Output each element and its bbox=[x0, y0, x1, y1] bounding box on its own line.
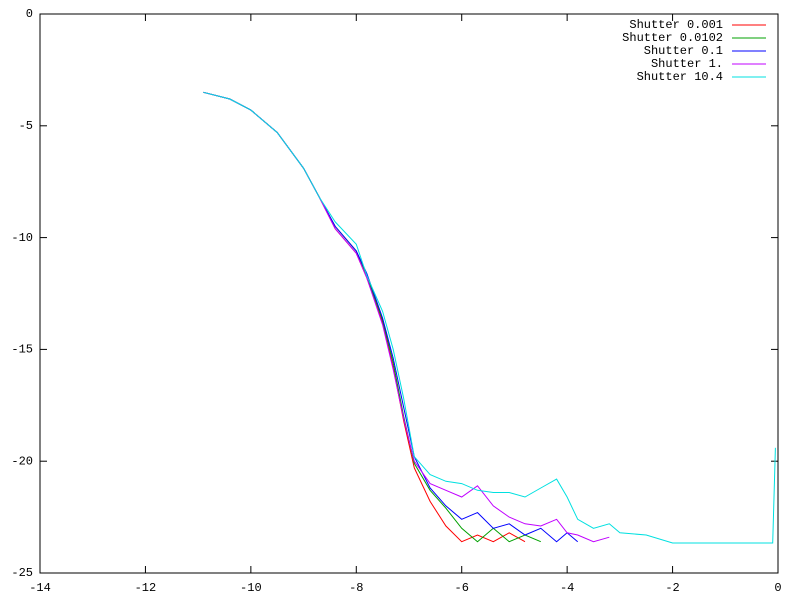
legend-label: Shutter 1. bbox=[651, 57, 723, 71]
x-tick-label: -12 bbox=[135, 581, 157, 595]
x-tick-label: -8 bbox=[349, 581, 363, 595]
y-tick-label: -25 bbox=[11, 566, 33, 580]
plot-frame bbox=[39, 13, 779, 574]
series-line bbox=[203, 91, 541, 543]
y-tick-label: -15 bbox=[11, 343, 33, 357]
x-tick-label: -2 bbox=[665, 581, 679, 595]
legend-label: Shutter 0.001 bbox=[629, 18, 723, 32]
x-tick-label: -6 bbox=[455, 581, 469, 595]
series-line bbox=[203, 91, 579, 543]
x-tick-label: -10 bbox=[240, 581, 262, 595]
x-tick-label: -14 bbox=[29, 581, 51, 595]
y-tick-label: -5 bbox=[19, 119, 33, 133]
x-tick-label: 0 bbox=[774, 581, 781, 595]
legend-label: Shutter 10.4 bbox=[637, 70, 723, 84]
y-tick-label: -10 bbox=[11, 231, 33, 245]
y-tick-label: 0 bbox=[26, 7, 33, 21]
x-tick-label: -4 bbox=[560, 581, 574, 595]
series-line bbox=[203, 91, 610, 543]
series-line bbox=[203, 91, 526, 543]
series-line bbox=[203, 91, 776, 544]
y-tick-label: -20 bbox=[11, 454, 33, 468]
legend-label: Shutter 0.0102 bbox=[622, 31, 723, 45]
legend-label: Shutter 0.1 bbox=[644, 44, 723, 58]
